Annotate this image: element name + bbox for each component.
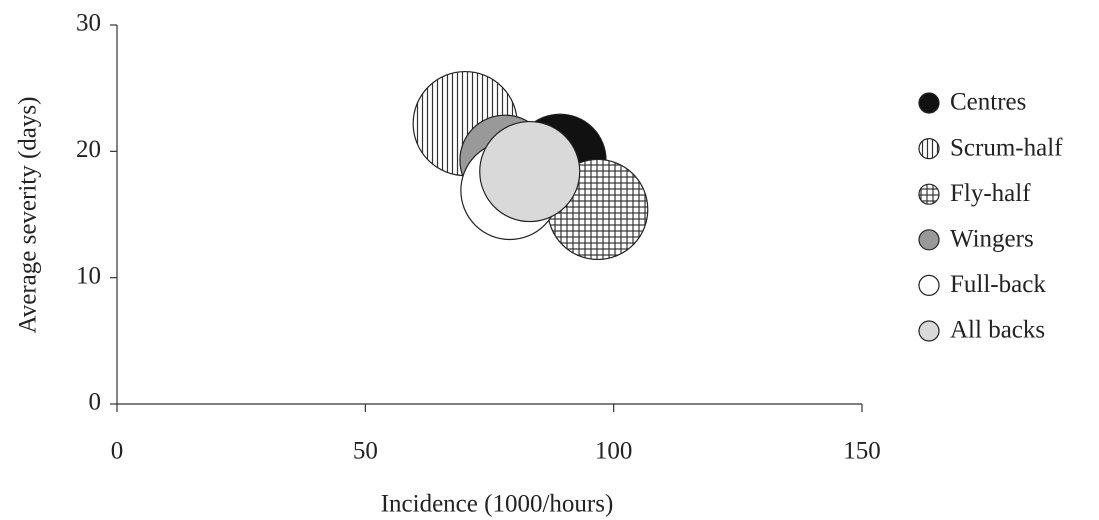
legend-label: Scrum-half xyxy=(950,134,1063,161)
legend-marker xyxy=(918,183,940,205)
legend-marker xyxy=(918,92,940,114)
x-tick-label: 100 xyxy=(595,438,633,465)
x-axis-label: Incidence (1000/hours) xyxy=(381,491,614,518)
legend-label: Wingers xyxy=(950,226,1034,253)
legend-label: All backs xyxy=(950,317,1045,344)
bubble xyxy=(479,120,581,223)
legend-label: Centres xyxy=(950,89,1026,116)
y-axis-label: Average severity (days) xyxy=(15,97,42,334)
legend-label: Fly-half xyxy=(950,180,1031,207)
x-tick-label: 150 xyxy=(843,438,881,465)
legend-label: Full-back xyxy=(950,271,1046,298)
x-tick-label: 0 xyxy=(111,438,124,465)
y-tick-label: 0 xyxy=(89,389,102,416)
legend-marker xyxy=(918,320,940,342)
y-tick-label: 10 xyxy=(76,262,101,289)
legend-marker xyxy=(918,138,940,160)
y-tick-label: 30 xyxy=(76,10,101,37)
legend-marker xyxy=(918,274,940,296)
x-tick-label: 50 xyxy=(353,438,378,465)
legend-marker xyxy=(918,229,940,251)
y-tick-label: 20 xyxy=(76,136,101,163)
